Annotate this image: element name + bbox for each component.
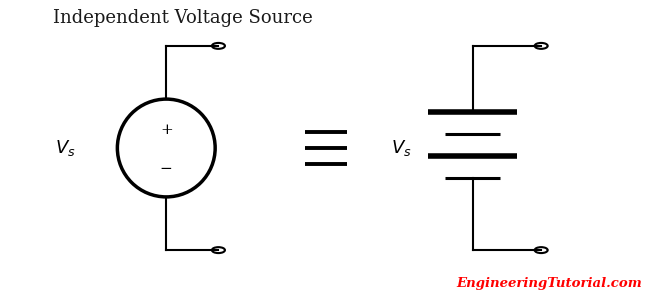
Text: +: + <box>160 123 173 137</box>
Text: $V_s$: $V_s$ <box>55 138 76 158</box>
Text: $V_s$: $V_s$ <box>391 138 411 158</box>
Text: EngineeringTutorial.com: EngineeringTutorial.com <box>456 277 642 290</box>
Text: −: − <box>160 162 173 176</box>
Text: Independent Voltage Source: Independent Voltage Source <box>53 9 312 27</box>
